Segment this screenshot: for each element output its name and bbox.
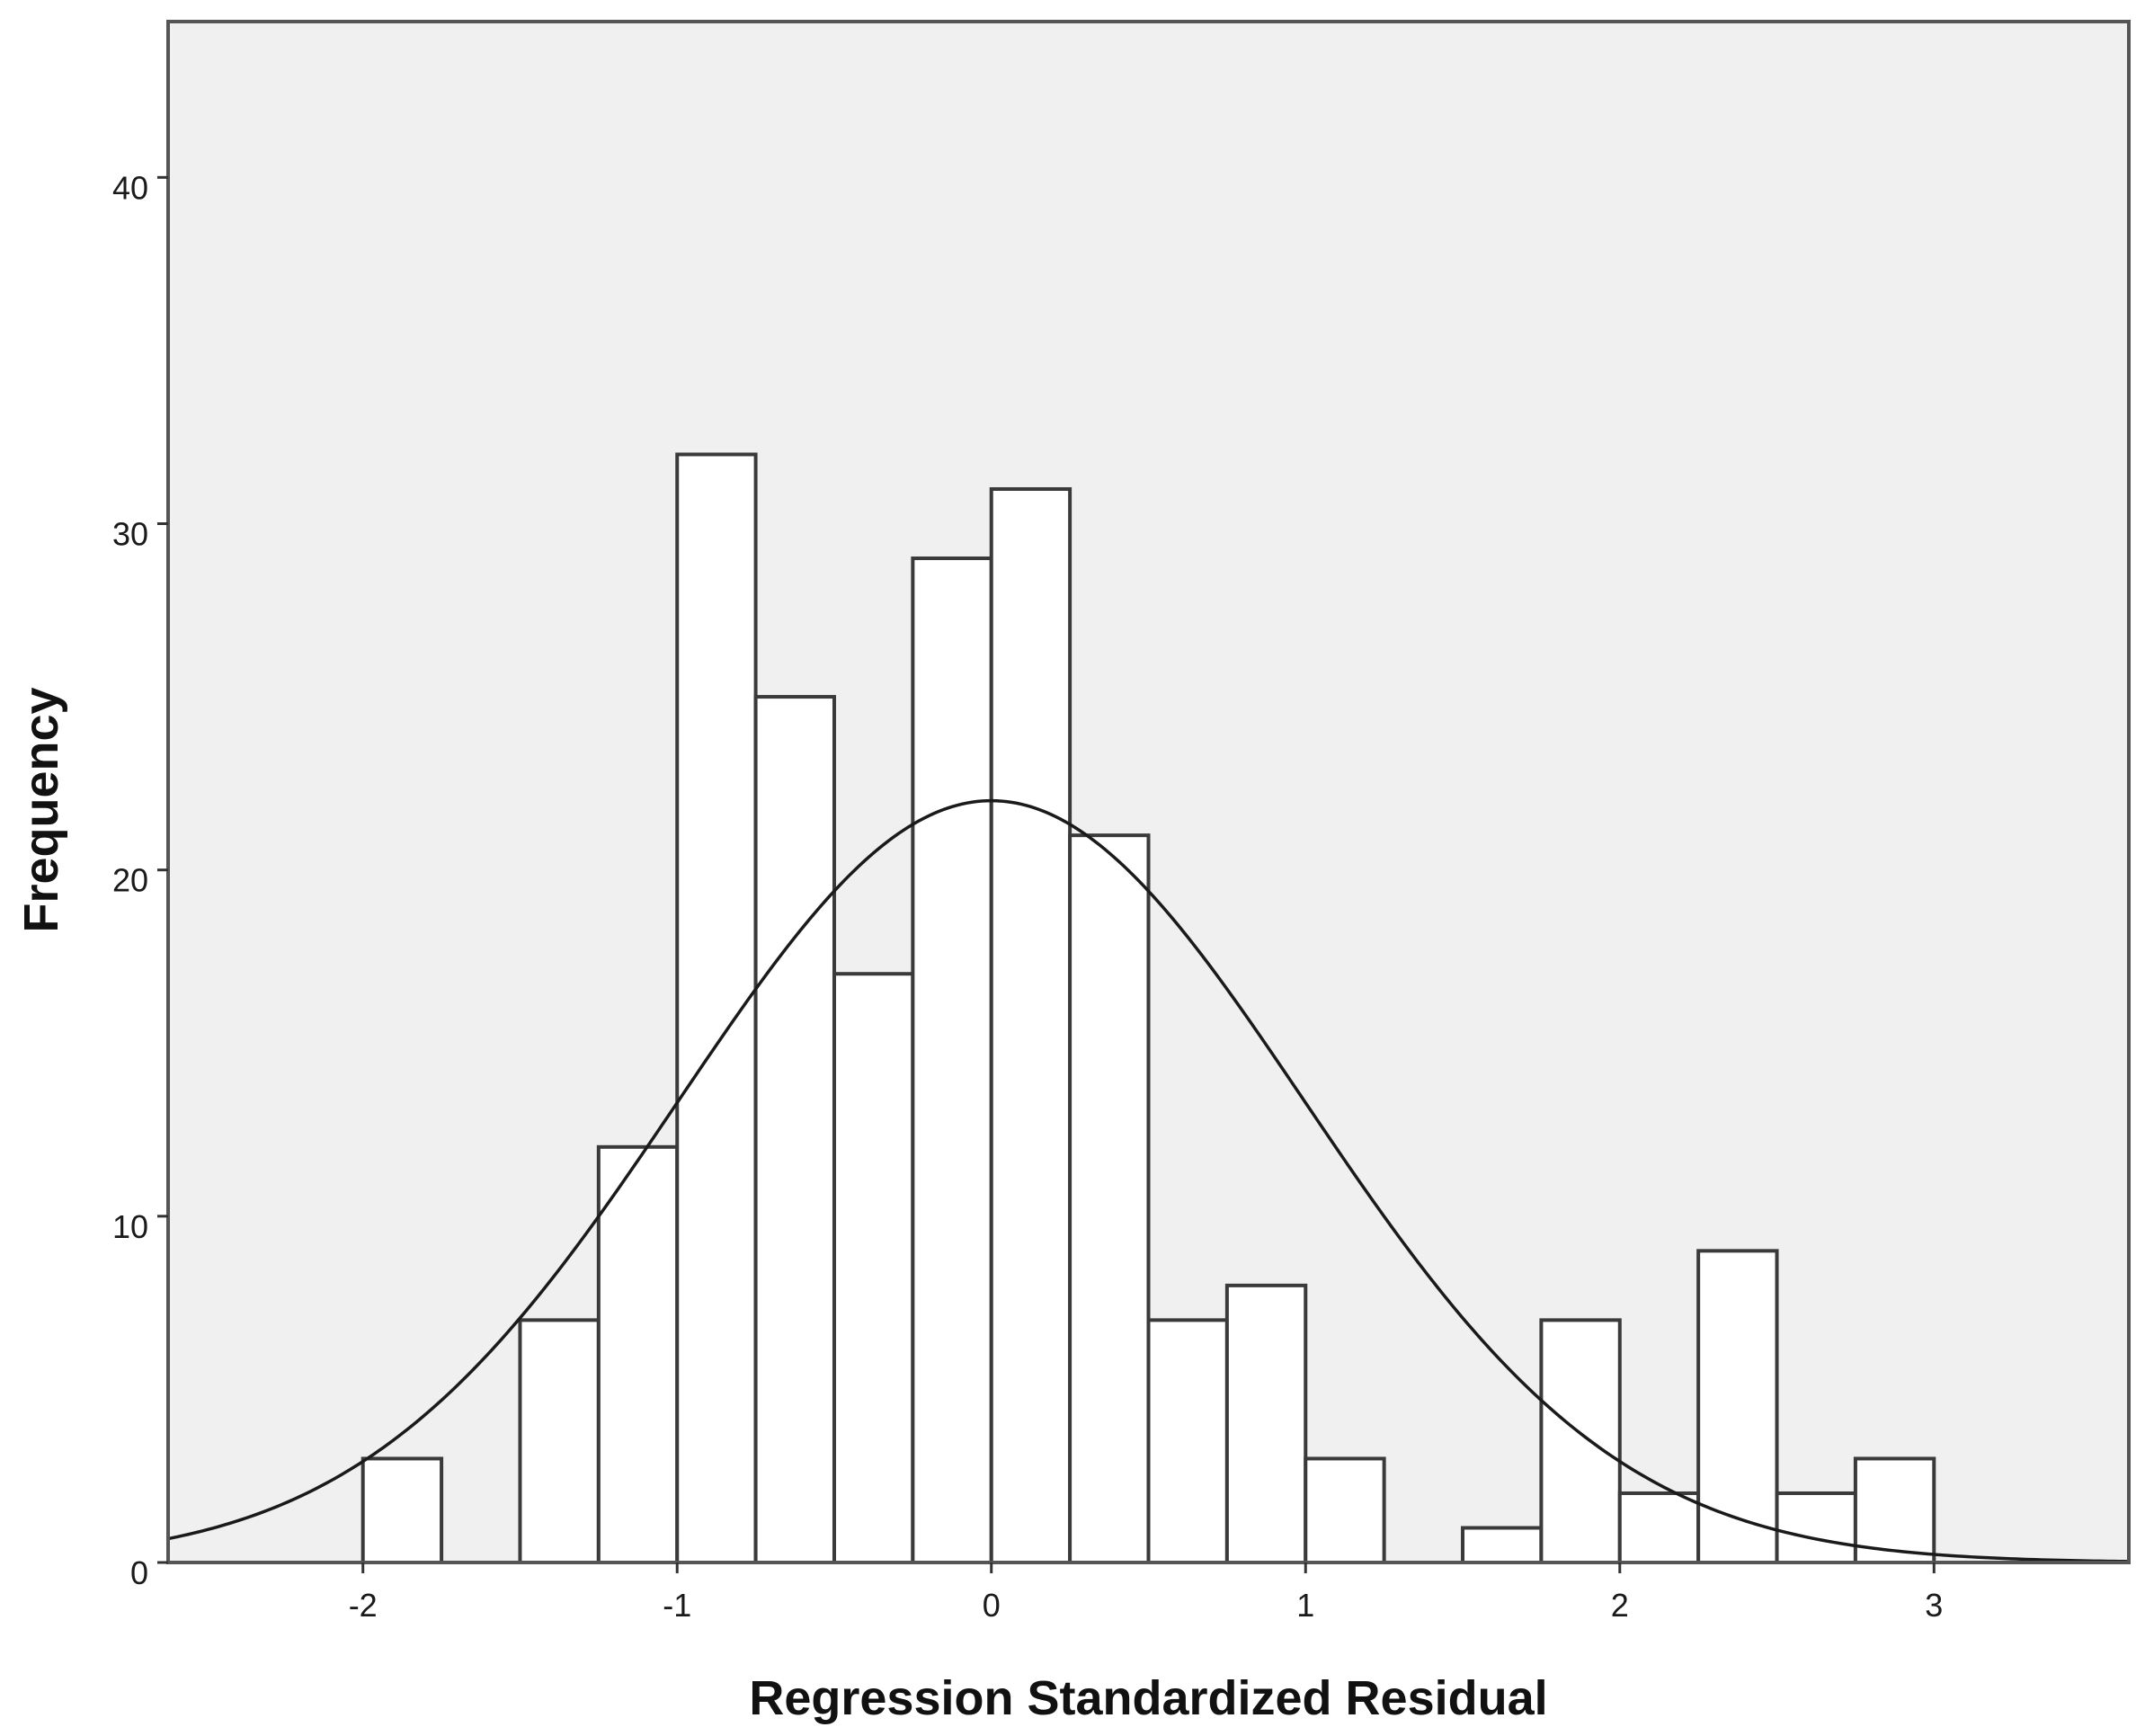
histogram-bar (989, 486, 1072, 1564)
histogram-bar (360, 1456, 444, 1565)
x-axis-label: Regression Standardized Residual (749, 1671, 1547, 1725)
x-tick-label: -2 (349, 1587, 378, 1624)
histogram-bar (753, 695, 836, 1564)
histogram-bar (518, 1318, 601, 1565)
histogram-bar (1617, 1491, 1701, 1565)
histogram-bar (1224, 1283, 1308, 1564)
histogram-bar (1304, 1456, 1386, 1565)
histogram-bar (596, 1144, 680, 1564)
x-tick-label: 1 (1296, 1587, 1314, 1624)
y-tick-label: 40 (112, 169, 148, 206)
histogram-bars (360, 452, 1936, 1565)
normal-curve (167, 798, 2130, 1563)
x-tick-label: 2 (1611, 1587, 1629, 1624)
x-tick-label: 0 (983, 1587, 1001, 1624)
y-axis-label: Frequency (14, 687, 68, 932)
x-axis-ticks: -2 -1 0 1 2 3 (349, 1562, 1943, 1624)
plot-frame (166, 20, 2131, 1564)
y-axis-ticks: 0 10 20 30 40 (112, 169, 168, 1591)
histogram-bar (1146, 1318, 1229, 1565)
y-tick-label: 10 (112, 1208, 148, 1245)
x-tick-label: 3 (1925, 1587, 1943, 1624)
histogram-bar (1696, 1249, 1779, 1564)
y-tick-label: 20 (112, 862, 148, 899)
histogram-bar (675, 452, 758, 1564)
histogram-bar (1068, 833, 1151, 1564)
x-tick-label: -1 (663, 1587, 691, 1624)
histogram-bar (832, 972, 915, 1564)
histogram-bar (1853, 1456, 1936, 1565)
histogram-bar (1461, 1526, 1544, 1565)
y-tick-label: 30 (112, 515, 148, 552)
y-tick-label: 0 (130, 1554, 148, 1591)
histogram-bar (1539, 1318, 1622, 1565)
histogram-bar (1775, 1491, 1857, 1565)
histogram-bar (911, 556, 993, 1564)
